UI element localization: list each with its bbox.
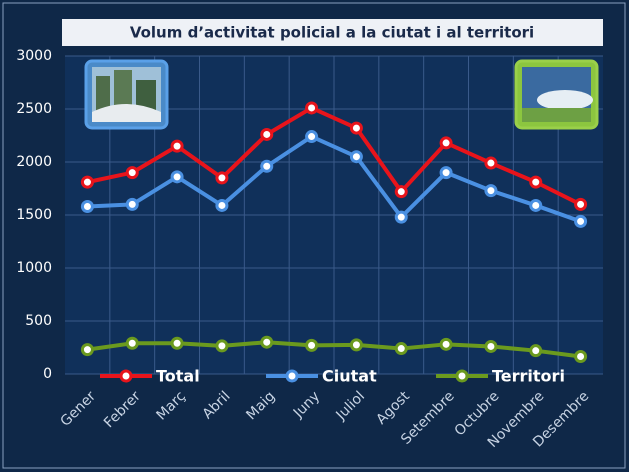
point: [531, 346, 541, 356]
y-tick-label: 1000: [16, 260, 52, 276]
chart: Volum d’activitat policial a la ciutat i…: [0, 0, 629, 472]
point: [396, 212, 406, 222]
point: [531, 200, 541, 210]
point: [217, 200, 227, 210]
y-tick-label: 500: [25, 313, 52, 329]
legend-marker: [457, 371, 467, 381]
point: [576, 352, 586, 362]
point: [441, 138, 451, 148]
point: [307, 340, 317, 350]
point: [127, 338, 137, 348]
point: [486, 341, 496, 351]
point: [441, 168, 451, 178]
point: [262, 161, 272, 171]
point: [172, 338, 182, 348]
point: [82, 177, 92, 187]
point: [307, 103, 317, 113]
point: [351, 152, 361, 162]
point: [127, 168, 137, 178]
point: [217, 173, 227, 183]
point: [396, 344, 406, 354]
point: [351, 340, 361, 350]
point: [441, 339, 451, 349]
city-photo: [86, 61, 167, 128]
point: [82, 345, 92, 355]
legend-label: Ciutat: [322, 367, 377, 386]
point: [172, 141, 182, 151]
legend-label: Territori: [492, 367, 565, 386]
point: [576, 216, 586, 226]
point: [127, 199, 137, 209]
y-tick-label: 1500: [16, 207, 52, 223]
point: [576, 199, 586, 209]
legend-marker: [121, 371, 131, 381]
point: [172, 172, 182, 182]
y-tick-label: 2000: [16, 154, 52, 170]
point: [262, 337, 272, 347]
point: [262, 129, 272, 139]
legend-label: Total: [156, 367, 200, 386]
landscape-photo: [516, 61, 597, 128]
point: [531, 177, 541, 187]
y-tick-label: 3000: [16, 48, 52, 64]
point: [351, 123, 361, 133]
point: [82, 202, 92, 212]
point: [486, 186, 496, 196]
chart-title: Volum d’activitat policial a la ciutat i…: [130, 24, 534, 42]
y-tick-label: 2500: [16, 101, 52, 117]
point: [217, 341, 227, 351]
y-tick-label: 0: [43, 366, 52, 382]
point: [486, 158, 496, 168]
point: [396, 187, 406, 197]
point: [307, 132, 317, 142]
legend-marker: [287, 371, 297, 381]
